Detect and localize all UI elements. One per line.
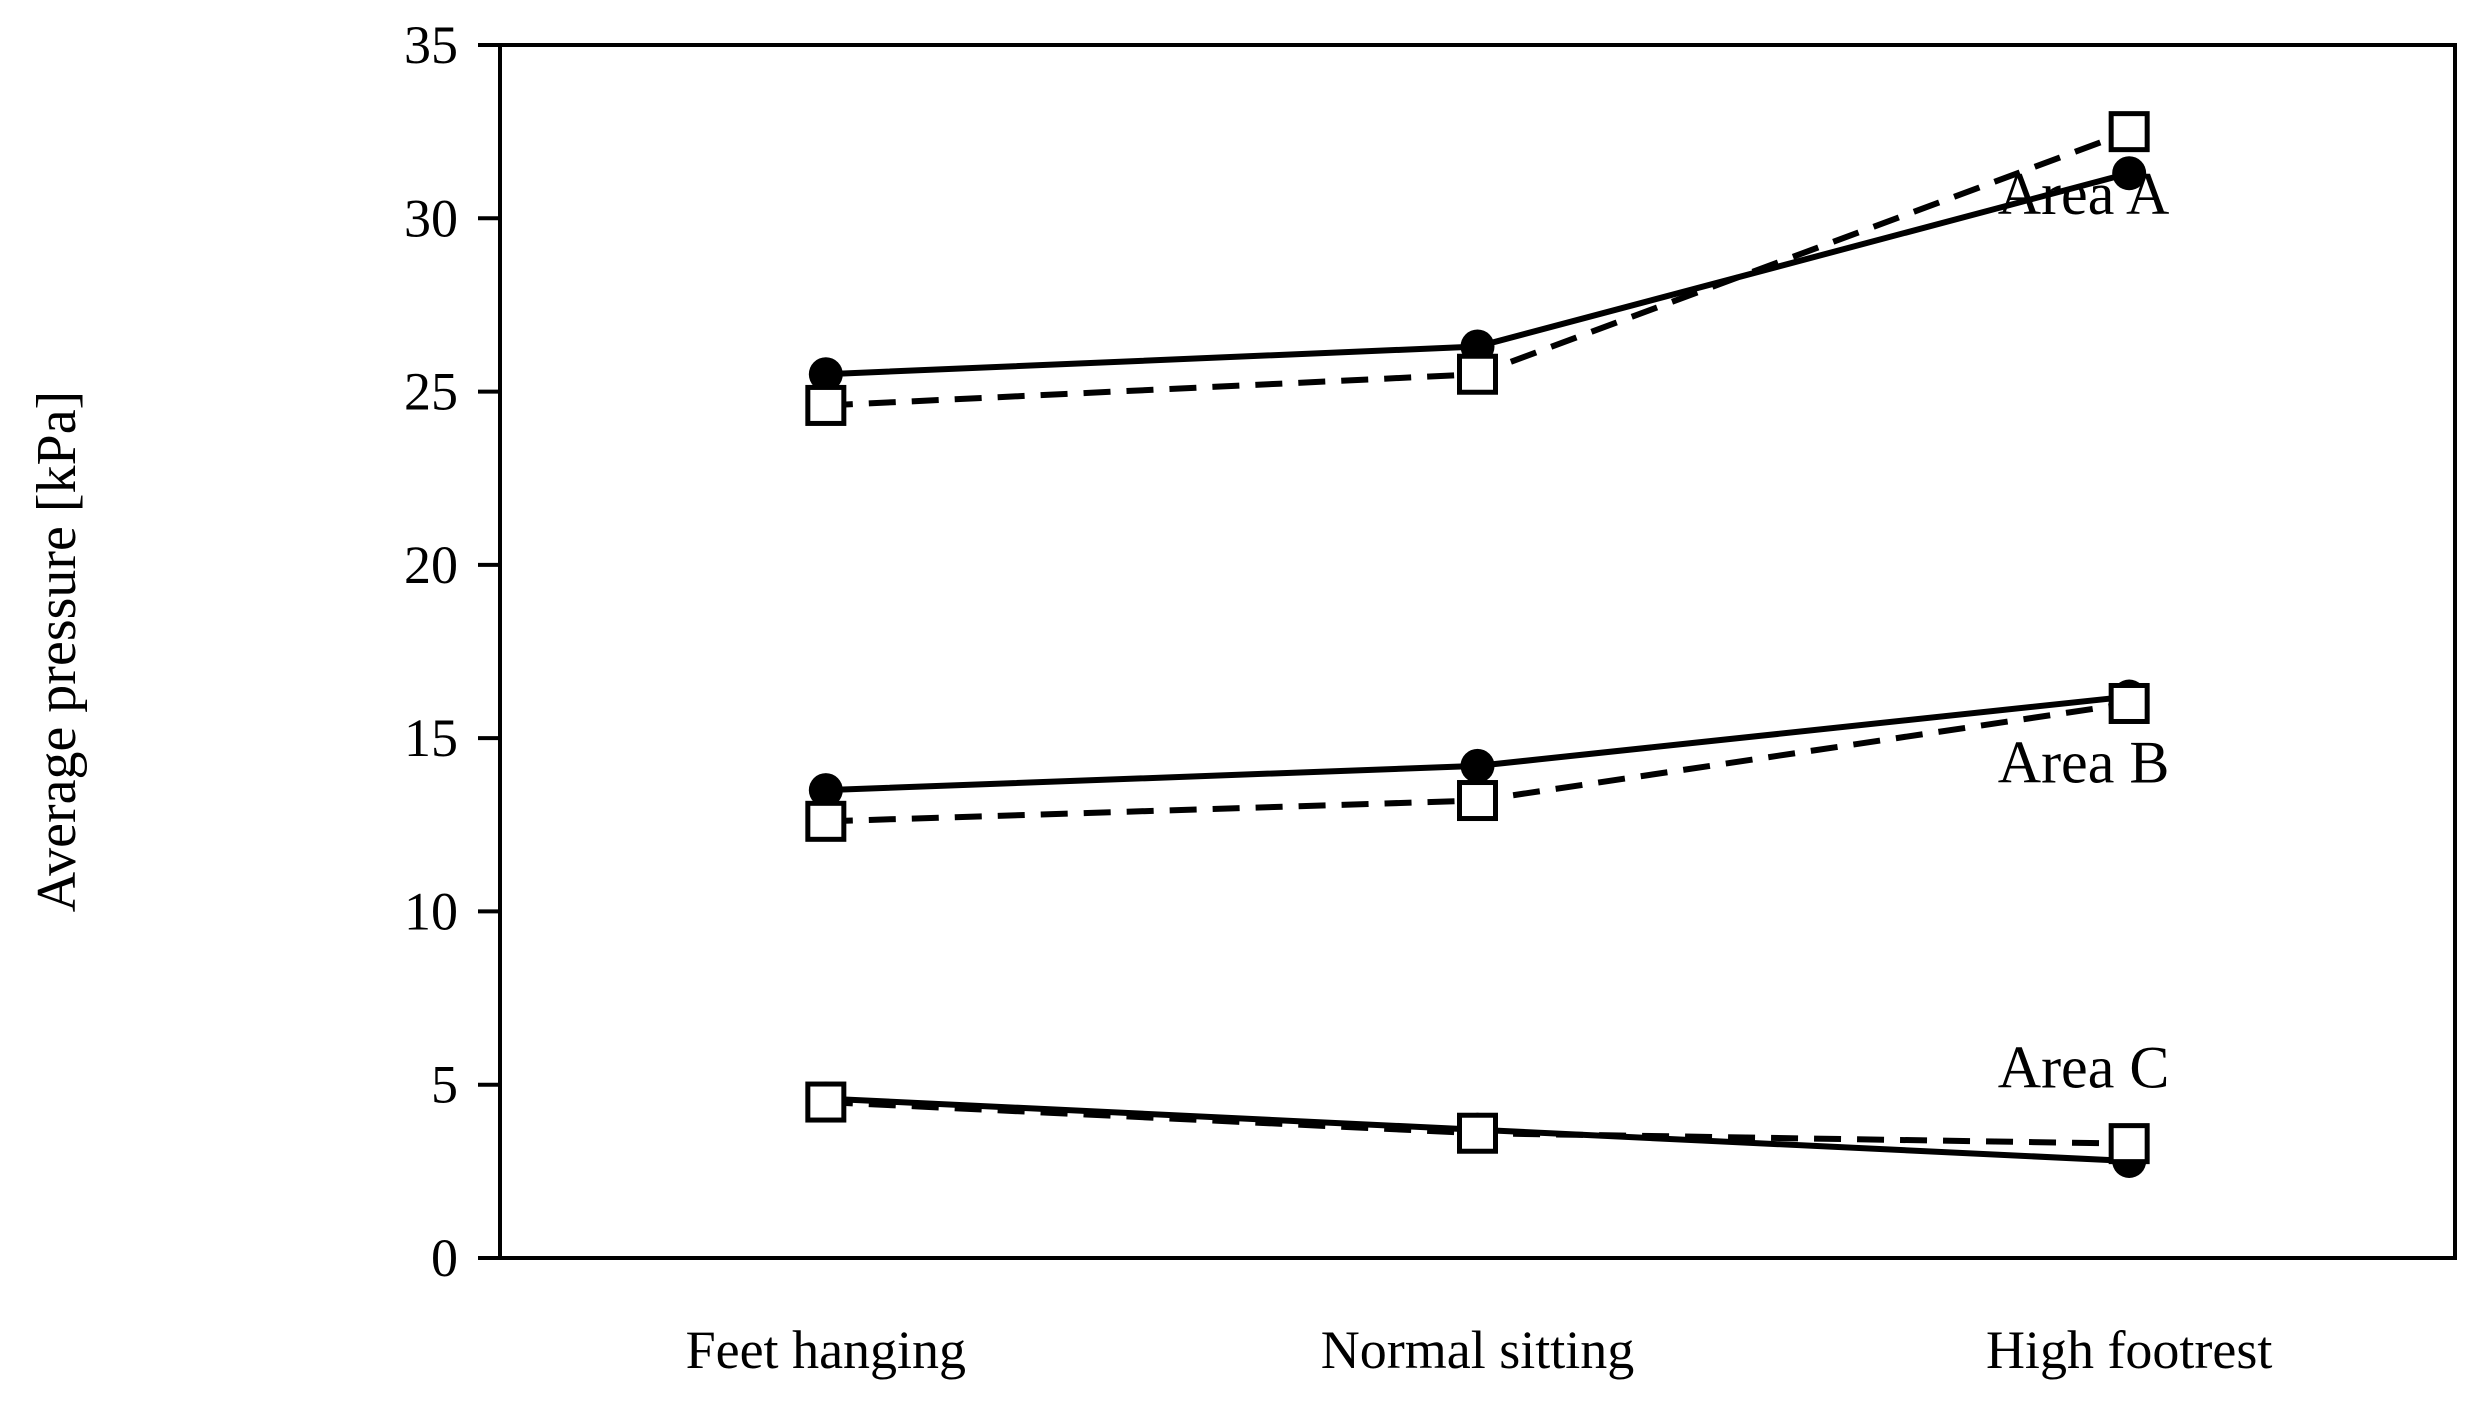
series-annotation-area-a: Area A (1998, 161, 2170, 227)
y-tick-label: 15 (404, 708, 458, 768)
series-annotation-area-b: Area B (1998, 729, 2170, 795)
y-tick-label: 20 (404, 535, 458, 595)
marker-open-square (805, 1081, 847, 1123)
marker-open-square (2108, 111, 2150, 153)
x-category-label: Normal sitting (1321, 1320, 1634, 1380)
marker-open-square (1457, 780, 1498, 822)
x-category-label: High footrest (1986, 1320, 2272, 1380)
marker-filled-circle (2112, 156, 2147, 191)
marker-open-square (2108, 682, 2150, 724)
y-tick-label: 0 (431, 1228, 458, 1288)
y-tick-label: 30 (404, 188, 458, 248)
y-tick-label: 25 (404, 362, 458, 422)
marker-open-square (2108, 1123, 2150, 1165)
marker-filled-circle (808, 773, 843, 808)
y-tick-label: 10 (404, 881, 458, 941)
marker-filled-circle (1460, 748, 1495, 783)
marker-open-square (805, 384, 847, 426)
x-category-label: Feet hanging (686, 1320, 966, 1380)
series-annotation-area-c: Area C (1998, 1034, 2170, 1100)
y-tick-label: 5 (431, 1055, 458, 1115)
y-axis-title: Average pressure [kPa] (26, 391, 88, 912)
marker-filled-circle (808, 357, 843, 392)
marker-open-square (1457, 1112, 1498, 1154)
marker-open-square (1457, 353, 1498, 395)
y-tick-label: 35 (404, 15, 458, 75)
marker-open-square (805, 800, 847, 842)
plot-border (498, 43, 2457, 1260)
